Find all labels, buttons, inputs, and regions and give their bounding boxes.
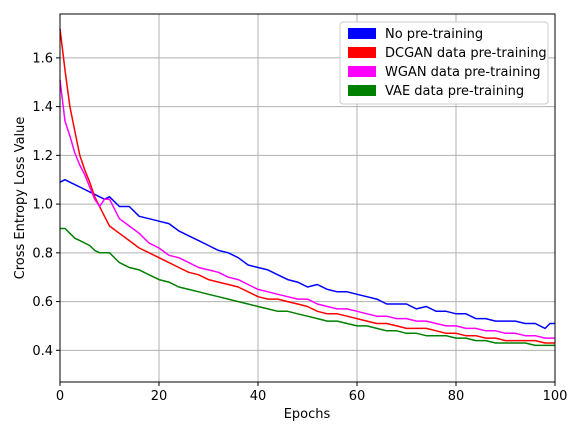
x-axis: 0 20 40 60 80 100 xyxy=(56,382,568,404)
legend-swatch xyxy=(348,66,376,77)
y-tick-label: 1.6 xyxy=(32,51,53,66)
legend-label: DCGAN data pre-training xyxy=(385,46,547,61)
x-tick-label: 20 xyxy=(151,389,168,404)
series-layer xyxy=(59,28,555,347)
legend-box xyxy=(339,21,549,105)
x-tick-label: 80 xyxy=(448,389,465,404)
y-axis: 0.4 0.6 0.8 1.0 1.2 1.4 1.6 xyxy=(32,51,60,359)
y-tick-label: 1.2 xyxy=(32,149,53,164)
y-tick-label: 0.8 xyxy=(32,246,53,261)
legend: No pre-training DCGAN data pre-training WG… xyxy=(339,21,549,105)
plot-frame xyxy=(59,13,556,383)
x-tick-label: 100 xyxy=(543,389,568,404)
y-tick-label: 0.6 xyxy=(32,295,53,310)
grid-lines xyxy=(59,14,556,382)
series-dcgan-line xyxy=(59,28,555,344)
y-axis-label: Cross Entropy Loss Value xyxy=(13,117,28,280)
legend-swatch xyxy=(348,47,376,58)
x-tick-label: 0 xyxy=(56,389,64,404)
series-vae-line xyxy=(60,227,555,347)
series-wgan-line xyxy=(59,79,555,339)
y-tick-label: 1.4 xyxy=(32,100,53,115)
y-tick-label: 1.0 xyxy=(32,198,53,213)
legend-swatch xyxy=(348,85,376,96)
legend-label: WGAN data pre-training xyxy=(385,65,540,80)
legend-label: No pre-training xyxy=(385,27,483,42)
legend-swatch xyxy=(348,28,376,39)
x-axis-label: Epochs xyxy=(284,407,331,422)
y-tick-label: 0.4 xyxy=(32,344,53,359)
x-tick-label: 60 xyxy=(349,389,366,404)
series-no-pretraining-line xyxy=(59,178,555,330)
x-tick-label: 40 xyxy=(250,389,267,404)
legend-label: VAE data pre-training xyxy=(385,84,524,99)
